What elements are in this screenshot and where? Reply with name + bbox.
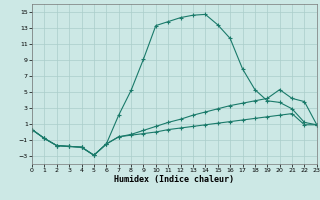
X-axis label: Humidex (Indice chaleur): Humidex (Indice chaleur) — [115, 175, 234, 184]
